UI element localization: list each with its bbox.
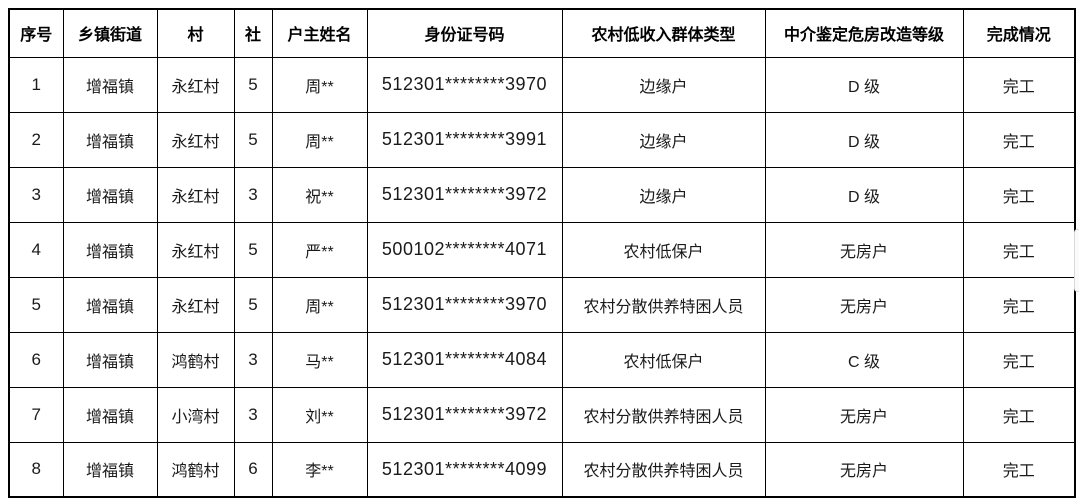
cell-appraisal_level: D 级: [764, 166, 964, 223]
cell-id_number: 500102********4071: [366, 221, 563, 278]
cell-township: 增福镇: [62, 111, 158, 168]
table-row: 4 增福镇 永红村 5 严** 500102********4071 农村低保户 无房户 完工: [8, 221, 1076, 278]
cell-township: 增福镇: [62, 386, 158, 443]
cell-village: 永红村: [156, 111, 235, 168]
cell-township: 增福镇: [62, 56, 158, 113]
cell-group_type: 农村分散供养特困人员: [561, 386, 766, 443]
cell-completion: 完工: [962, 111, 1076, 168]
cell-completion: 完工: [962, 276, 1076, 333]
header-householder: 户主姓名: [271, 8, 368, 58]
cell-village: 鸿鹤村: [156, 441, 235, 498]
header-id-number: 身份证号码: [366, 8, 563, 58]
cell-householder: 周**: [271, 56, 368, 113]
table-row: 1 增福镇 永红村 5 周** 512301********3970 边缘户 D 级完工: [8, 56, 1076, 113]
cell-appraisal_level: D 级: [764, 111, 964, 168]
cell-id_number: 512301********3972: [366, 166, 563, 223]
cell-householder: 严**: [271, 221, 368, 278]
cell-appraisal_level: D 级: [764, 56, 964, 113]
table-row: 3 增福镇 永红村 3 祝** 512301********3972 边缘户 D 级完工: [8, 166, 1076, 223]
cell-community: 5: [233, 111, 273, 168]
table-row: 2 增福镇 永红村 5 周** 512301********3991 边缘户 D 级完工: [8, 111, 1076, 168]
cell-community: 3: [233, 331, 273, 388]
cell-village: 永红村: [156, 221, 235, 278]
cell-householder: 周**: [271, 111, 368, 168]
header-appraisal-level: 中介鉴定危房改造等级: [764, 8, 964, 58]
cell-completion: 完工: [962, 56, 1076, 113]
table-row: 7 增福镇 小湾村 3 刘** 512301********3972 农村分散供养特困人员无…: [8, 386, 1076, 443]
header-community: 社: [233, 8, 273, 58]
header-group-type: 农村低收入群体类型: [561, 8, 766, 58]
cell-index: 5: [8, 276, 64, 333]
cell-id_number: 512301********4084: [366, 331, 563, 388]
header-index: 序号: [8, 8, 64, 58]
cell-completion: 完工: [962, 441, 1076, 498]
cell-householder: 祝**: [271, 166, 368, 223]
cell-township: 增福镇: [62, 276, 158, 333]
cell-community: 5: [233, 56, 273, 113]
cell-completion: 完工: [962, 386, 1076, 443]
table-row: 6 增福镇 鸿鹤村 3 马** 512301********4084 农村低保户 C 级完工: [8, 331, 1076, 388]
cell-index: 3: [8, 166, 64, 223]
header-completion: 完成情况: [962, 8, 1076, 58]
cell-householder: 刘**: [271, 386, 368, 443]
cell-id_number: 512301********3991: [366, 111, 563, 168]
cell-appraisal_level: 无房户: [764, 441, 964, 498]
cell-householder: 李**: [271, 441, 368, 498]
cell-appraisal_level: 无房户: [764, 386, 964, 443]
header-township: 乡镇街道: [62, 8, 158, 58]
cell-township: 增福镇: [62, 221, 158, 278]
cell-township: 增福镇: [62, 331, 158, 388]
cell-group_type: 边缘户: [561, 56, 766, 113]
cell-group_type: 边缘户: [561, 166, 766, 223]
cell-id_number: 512301********4099: [366, 441, 563, 498]
cell-index: 1: [8, 56, 64, 113]
cell-community: 3: [233, 386, 273, 443]
cell-community: 6: [233, 441, 273, 498]
cell-community: 5: [233, 276, 273, 333]
header-row: 序号 乡镇街道 村 社 户主姓名 身份证号码 农村低收入群体类型 中介鉴定危房改…: [8, 8, 1076, 58]
cell-appraisal_level: C 级: [764, 331, 964, 388]
cell-group_type: 农村低保户: [561, 221, 766, 278]
cell-village: 小湾村: [156, 386, 235, 443]
header-village: 村: [156, 8, 235, 58]
cell-index: 8: [8, 441, 64, 498]
cell-community: 3: [233, 166, 273, 223]
cell-index: 4: [8, 221, 64, 278]
cell-group_type: 农村分散供养特困人员: [561, 441, 766, 498]
cell-village: 永红村: [156, 276, 235, 333]
table-row: 5 增福镇 永红村 5 周** 512301********3970 农村分散供养特困人员无…: [8, 276, 1076, 333]
table-body: 1 增福镇 永红村 5 周** 512301********3970 边缘户 D 级完工 2 增福…: [8, 56, 1076, 498]
cell-village: 鸿鹤村: [156, 331, 235, 388]
cell-householder: 周**: [271, 276, 368, 333]
cell-group_type: 农村低保户: [561, 331, 766, 388]
cell-index: 7: [8, 386, 64, 443]
housing-renovation-table: 序号 乡镇街道 村 社 户主姓名 身份证号码 农村低收入群体类型 中介鉴定危房改…: [8, 8, 1076, 498]
cell-id_number: 512301********3970: [366, 276, 563, 333]
cell-id_number: 512301********3970: [366, 56, 563, 113]
cell-group_type: 农村分散供养特困人员: [561, 276, 766, 333]
table-row: 8 增福镇 鸿鹤村 6 李** 512301********4099 农村分散供养特困人员无…: [8, 441, 1076, 498]
cell-index: 2: [8, 111, 64, 168]
cell-group_type: 边缘户: [561, 111, 766, 168]
cell-index: 6: [8, 331, 64, 388]
cell-completion: 完工: [962, 331, 1076, 388]
cell-township: 增福镇: [62, 441, 158, 498]
cell-id_number: 512301********3972: [366, 386, 563, 443]
cell-community: 5: [233, 221, 273, 278]
cell-appraisal_level: 无房户: [764, 276, 964, 333]
cell-householder: 马**: [271, 331, 368, 388]
cell-village: 永红村: [156, 56, 235, 113]
cell-village: 永红村: [156, 166, 235, 223]
cell-township: 增福镇: [62, 166, 158, 223]
cell-completion: 完工: [962, 221, 1076, 278]
cell-completion: 完工: [962, 166, 1076, 223]
cell-appraisal_level: 无房户: [764, 221, 964, 278]
vertical-scrollbar-thumb[interactable]: [1074, 229, 1079, 292]
